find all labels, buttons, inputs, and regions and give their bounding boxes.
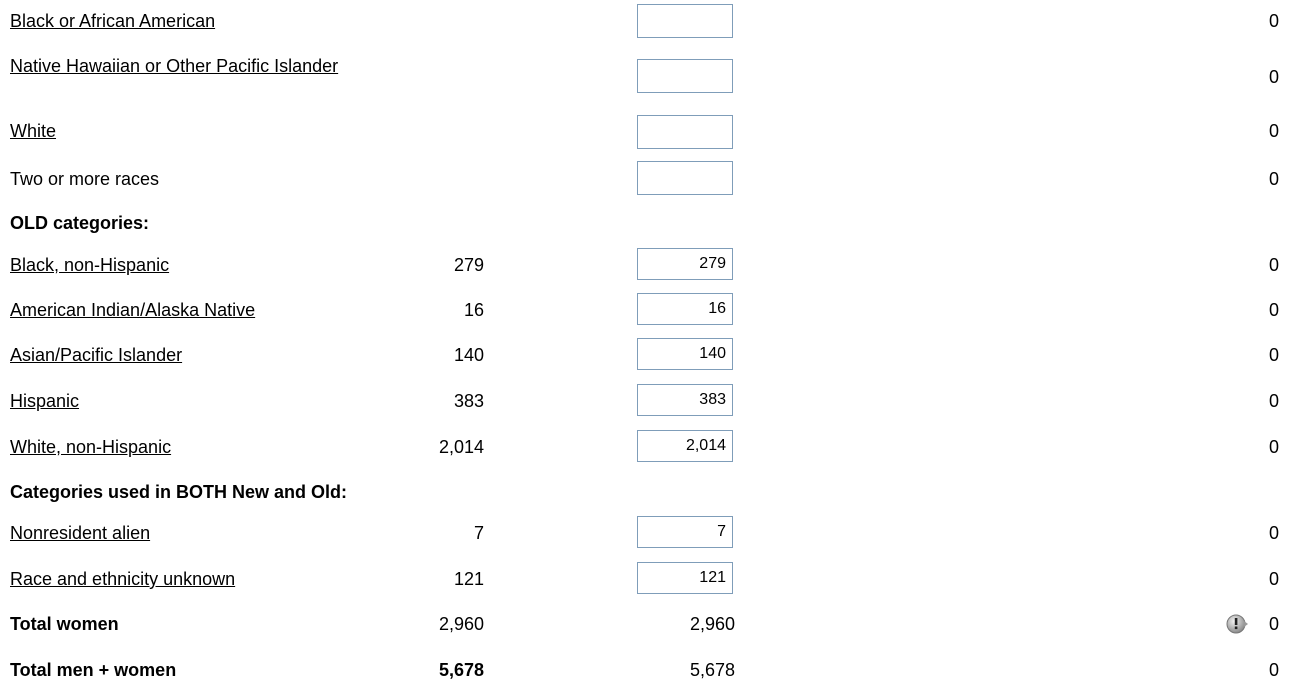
input[interactable]: 2,014 [637,430,733,462]
row-label[interactable]: American Indian/Alaska Native [10,300,256,320]
difference: 0 [1268,523,1279,543]
prior-value: 7 [473,523,484,543]
input[interactable]: 279 [637,248,733,280]
input[interactable]: 7 [637,516,733,548]
difference: 0 [1268,437,1279,457]
row-label: Two or more races [10,169,160,189]
total-label: Total men + women [10,660,177,680]
prior-value: 279 [453,255,484,275]
section-header: OLD categories: [10,213,150,233]
prior-value: 383 [453,391,484,411]
difference: 0 [1268,300,1279,320]
input[interactable] [637,115,733,149]
row-label[interactable]: Asian/Pacific Islander [10,345,183,365]
input[interactable] [637,4,733,38]
prior-value: 121 [453,569,484,589]
difference: 0 [1268,11,1279,31]
input[interactable]: 16 [637,293,733,325]
row-label[interactable]: Native Hawaiian or Other Pacific Islande… [10,56,339,76]
row-label[interactable]: White, non-Hispanic [10,437,172,457]
prior-value: 2,960 [438,614,484,634]
row-label[interactable]: Race and ethnicity unknown [10,569,236,589]
current-value: 2,960 [689,614,735,634]
input[interactable] [637,59,733,93]
difference: 0 [1268,660,1279,680]
row-label[interactable]: Black, non-Hispanic [10,255,170,275]
input[interactable]: 140 [637,338,733,370]
warning-icon[interactable] [1225,612,1249,636]
prior-value: 5,678 [438,660,484,680]
difference: 0 [1268,169,1279,189]
prior-value: 2,014 [438,437,484,457]
difference: 0 [1268,614,1279,634]
difference: 0 [1268,67,1279,87]
difference: 0 [1268,255,1279,275]
section-header: Categories used in BOTH New and Old: [10,482,348,502]
row-label[interactable]: Black or African American [10,11,216,31]
input[interactable]: 383 [637,384,733,416]
input[interactable]: 121 [637,562,733,594]
prior-value: 140 [453,345,484,365]
total-label: Total women [10,614,119,634]
row-label[interactable]: Hispanic [10,391,80,411]
difference: 0 [1268,569,1279,589]
difference: 0 [1268,121,1279,141]
current-value: 5,678 [689,660,735,680]
difference: 0 [1268,345,1279,365]
difference: 0 [1268,391,1279,411]
input[interactable] [637,161,733,195]
row-label[interactable]: White [10,121,57,141]
prior-value: 16 [463,300,484,320]
row-label[interactable]: Nonresident alien [10,523,151,543]
